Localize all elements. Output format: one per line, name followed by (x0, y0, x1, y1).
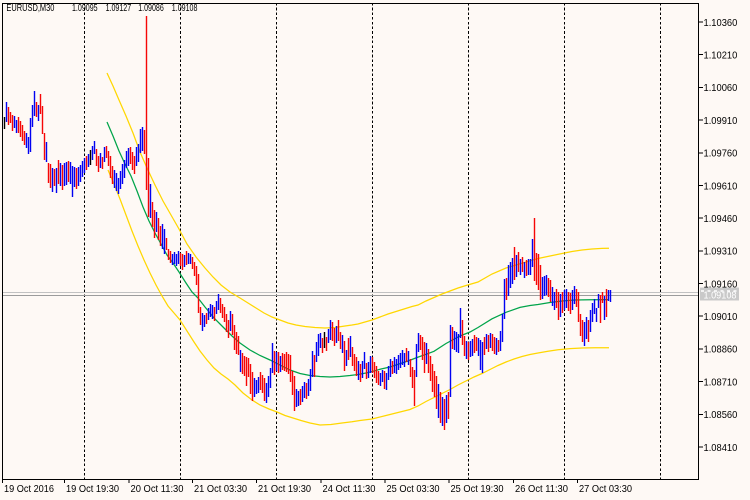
svg-text:21 Oct 19:30: 21 Oct 19:30 (258, 483, 311, 495)
svg-text:1.09460: 1.09460 (704, 213, 738, 225)
svg-text:1.10060: 1.10060 (704, 82, 738, 94)
svg-text:1.09095: 1.09095 (72, 2, 98, 14)
svg-text:1.08710: 1.08710 (704, 376, 738, 388)
svg-text:1.09108: 1.09108 (704, 289, 737, 301)
svg-text:1.09086: 1.09086 (138, 2, 164, 14)
svg-text:24 Oct 11:30: 24 Oct 11:30 (323, 483, 376, 495)
svg-text:1.09160: 1.09160 (704, 278, 738, 290)
svg-text:25 Oct 03:30: 25 Oct 03:30 (387, 483, 440, 495)
svg-text:21 Oct 03:30: 21 Oct 03:30 (194, 483, 247, 495)
svg-text:26 Oct 11:30: 26 Oct 11:30 (515, 483, 568, 495)
svg-text:19 Oct 19:30: 19 Oct 19:30 (66, 483, 119, 495)
svg-text:1.10210: 1.10210 (704, 50, 738, 62)
svg-text:1.08410: 1.08410 (704, 442, 738, 454)
svg-text:25 Oct 19:30: 25 Oct 19:30 (451, 483, 504, 495)
svg-text:1.08860: 1.08860 (704, 344, 738, 356)
svg-text:20 Oct 11:30: 20 Oct 11:30 (131, 483, 184, 495)
svg-text:1.09610: 1.09610 (704, 180, 738, 192)
svg-text:1.09127: 1.09127 (106, 2, 132, 14)
svg-text:1.08560: 1.08560 (704, 409, 738, 421)
svg-text:27 Oct 03:30: 27 Oct 03:30 (579, 483, 632, 495)
svg-text:1.09910: 1.09910 (704, 115, 738, 127)
svg-text:1.09010: 1.09010 (704, 311, 738, 323)
svg-text:1.09760: 1.09760 (704, 148, 738, 160)
svg-text:1.09108: 1.09108 (172, 2, 198, 14)
svg-text:EURUSD,M30: EURUSD,M30 (6, 2, 54, 14)
svg-text:1.09310: 1.09310 (704, 246, 738, 258)
svg-text:19 Oct 2016: 19 Oct 2016 (4, 483, 54, 495)
svg-text:1.10360: 1.10360 (704, 17, 738, 29)
